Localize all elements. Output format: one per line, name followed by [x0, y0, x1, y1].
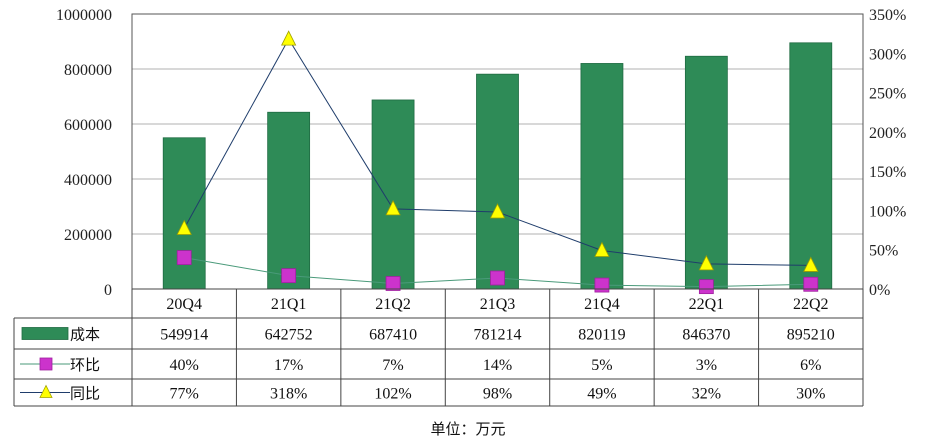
table-cell-value: 687410	[369, 327, 417, 344]
table-cell-value: 49%	[587, 386, 616, 403]
category-label: 21Q2	[375, 296, 411, 313]
square-marker	[803, 276, 819, 292]
table-cell-value: 846370	[682, 327, 730, 344]
bar	[162, 137, 206, 290]
table-cell-value: 3%	[696, 357, 717, 374]
category-label: 20Q4	[166, 296, 202, 313]
table-cell-value: 318%	[270, 386, 307, 403]
table-cell-value: 32%	[692, 386, 721, 403]
table-cell-value: 642752	[265, 327, 313, 344]
square-marker	[385, 276, 401, 291]
category-label: 22Q1	[689, 296, 725, 313]
category-label: 21Q4	[584, 296, 620, 313]
y-left-tick-label: 0	[104, 282, 112, 299]
table-cell-value: 820119	[578, 327, 625, 344]
triangle-marker	[280, 30, 297, 46]
square-marker	[176, 250, 192, 265]
table-cell-value: 895210	[787, 327, 835, 344]
y-right-tick-label: 250%	[869, 86, 906, 103]
y-right-tick-label: 150%	[869, 164, 906, 181]
y-left-tick-label: 400000	[64, 172, 112, 189]
bar	[789, 42, 833, 290]
y-right-tick-label: 300%	[869, 46, 906, 63]
legend-key-bar	[21, 327, 69, 340]
legend-key-square	[39, 357, 53, 371]
table-cell-value: 14%	[483, 357, 512, 374]
y-right-tick-label: 100%	[869, 203, 906, 220]
triangle-marker	[385, 199, 401, 216]
table-cell-value: 17%	[274, 357, 303, 374]
table-cell-value: 7%	[382, 357, 403, 374]
y-left-tick-label: 200000	[64, 227, 112, 244]
table-cell-value: 781214	[474, 327, 522, 344]
y-left-tick-label: 600000	[64, 117, 112, 134]
square-marker	[490, 270, 505, 286]
category-label: 22Q2	[793, 296, 829, 313]
triangle-marker	[489, 203, 506, 219]
square-marker	[281, 268, 297, 284]
table-cell-value: 30%	[796, 386, 825, 403]
square-marker	[698, 279, 714, 295]
legend-label: 成本	[70, 326, 100, 344]
bar	[684, 55, 728, 290]
y-right-tick-label: 50%	[869, 243, 898, 260]
triangle-marker	[594, 241, 610, 257]
unit-note: 单位：万元	[430, 420, 506, 438]
y-right-tick-label: 200%	[869, 125, 906, 142]
square-marker	[594, 277, 610, 293]
table-cell-value: 102%	[374, 386, 411, 403]
category-label: 21Q3	[480, 296, 516, 313]
y-left-tick-label: 800000	[64, 62, 112, 79]
category-label: 21Q1	[271, 296, 307, 313]
table-cell-value: 549914	[160, 327, 208, 344]
table-cell-value: 77%	[170, 386, 199, 403]
triangle-marker	[176, 219, 192, 235]
triangle-marker	[698, 254, 715, 271]
table-cell-value: 98%	[483, 386, 512, 403]
y-left-tick-label: 1000000	[56, 7, 112, 24]
y-right-tick-label: 0%	[869, 282, 890, 299]
legend-label: 同比	[70, 385, 100, 403]
bar	[476, 73, 519, 290]
table-cell-value: 40%	[170, 357, 199, 374]
table-cell-value: 5%	[591, 357, 612, 374]
bar	[371, 99, 415, 290]
triangle-marker	[803, 256, 819, 272]
legend-label: 环比	[70, 356, 100, 374]
table-cell-value: 6%	[800, 357, 821, 374]
legend-key-triangle	[39, 384, 53, 398]
bar	[267, 111, 311, 290]
y-right-tick-label: 350%	[869, 7, 906, 24]
chart-svg: 0 200000 400000 600000 800000 1000000 0% 50% 100…	[13, 7, 906, 407]
